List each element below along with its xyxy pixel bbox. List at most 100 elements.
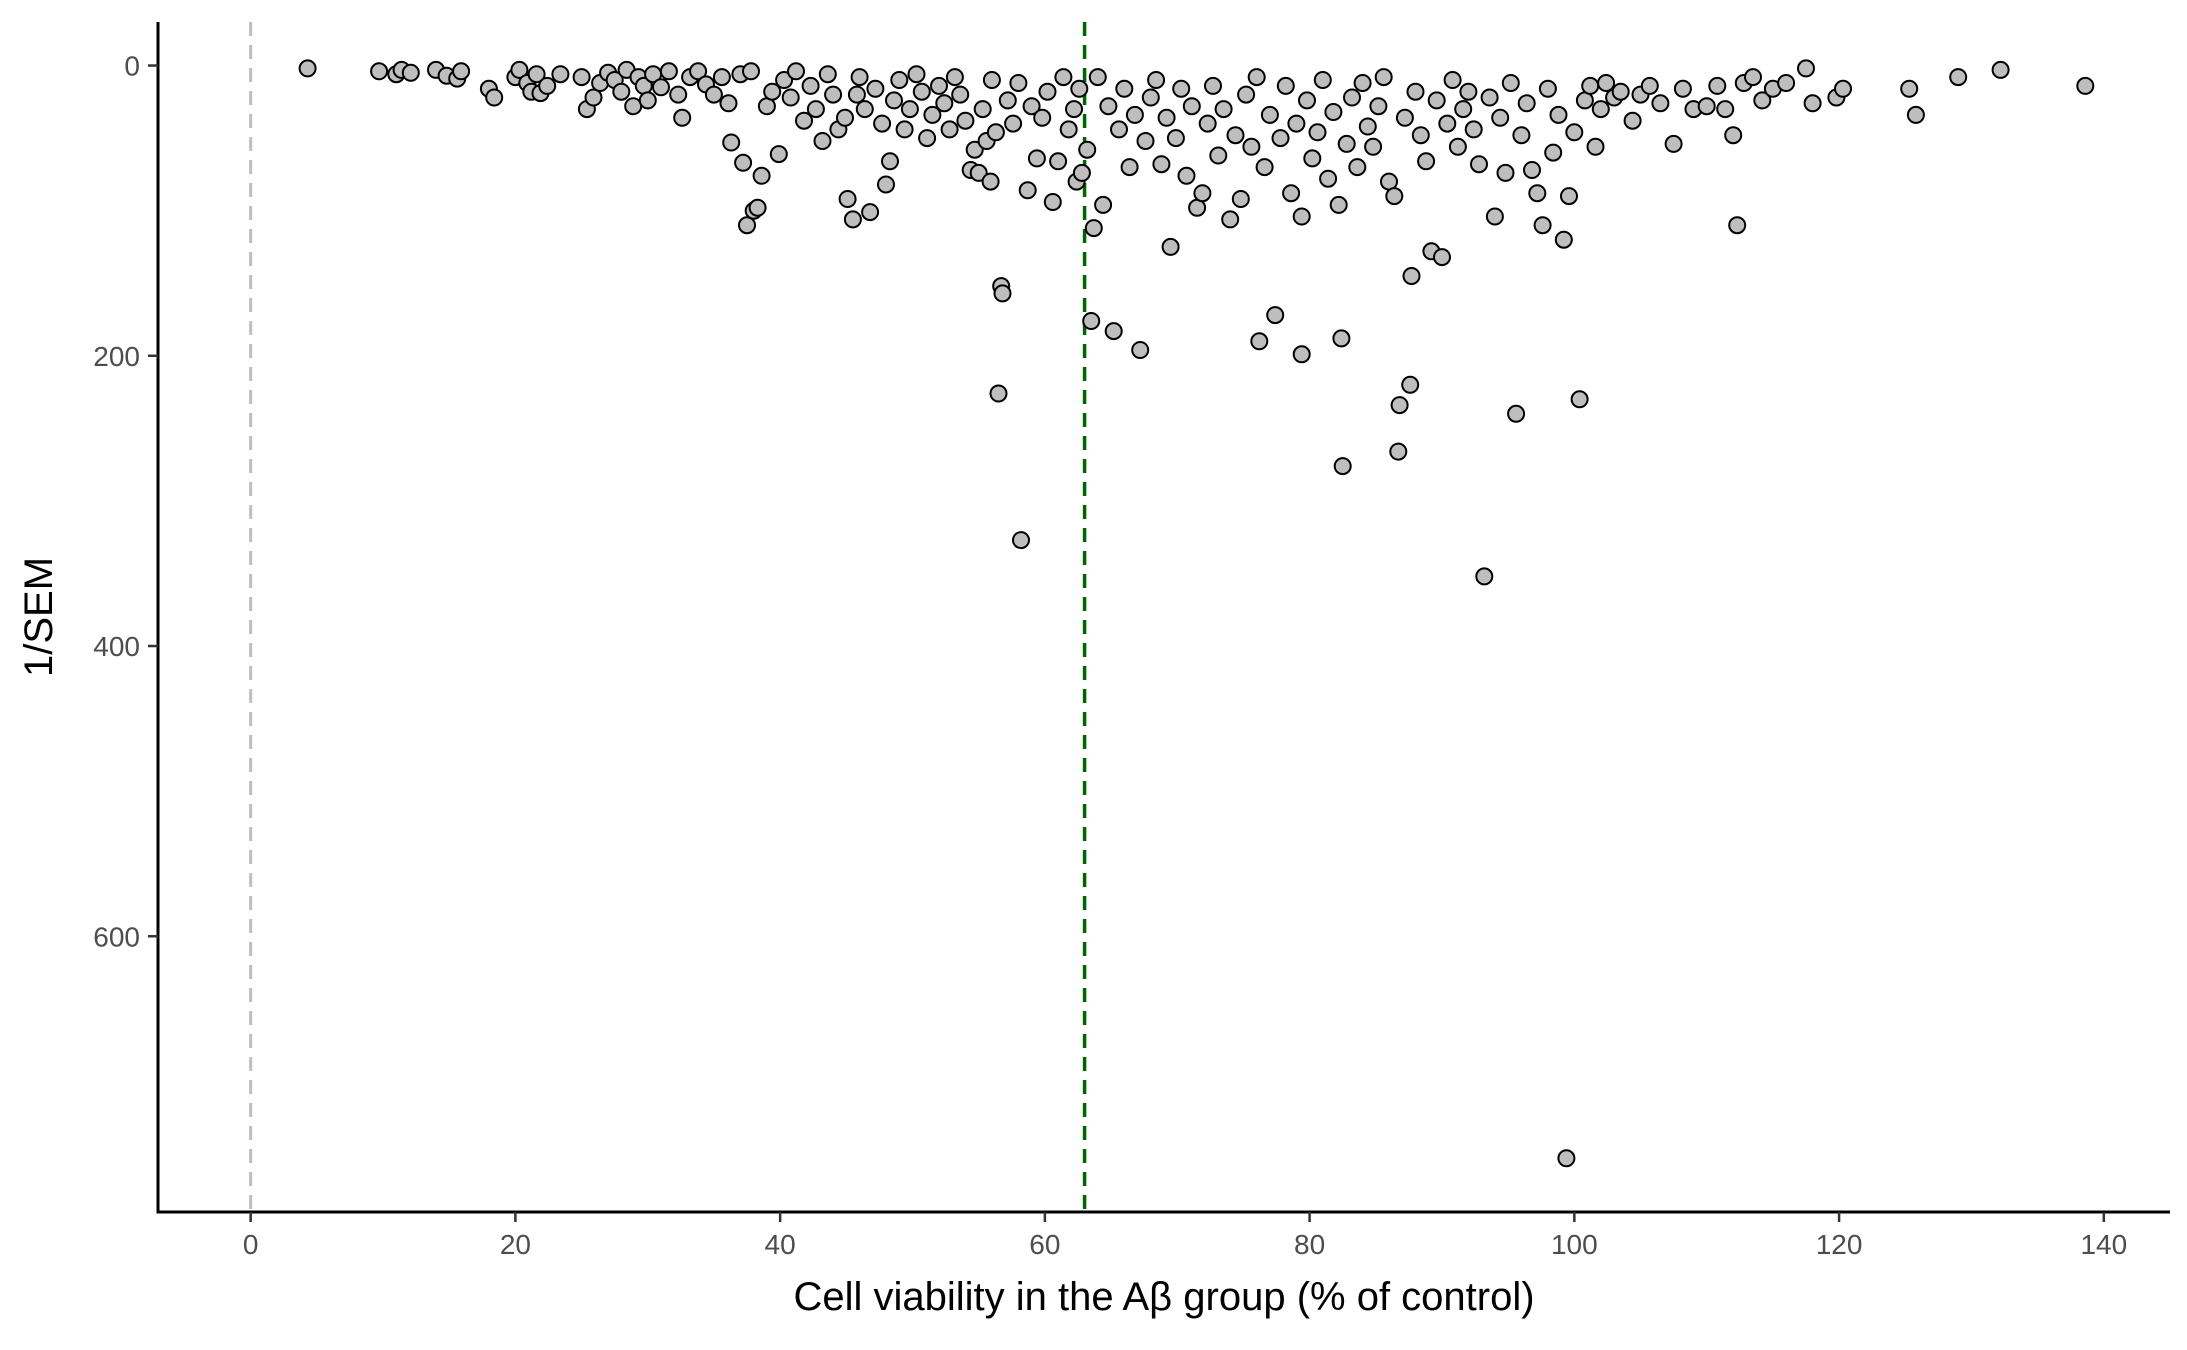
data-point <box>719 94 738 113</box>
data-point <box>1427 91 1446 110</box>
data-point <box>763 82 782 101</box>
data-point <box>907 65 926 84</box>
data-point <box>1523 161 1541 179</box>
x-tick-label: 20 <box>500 1229 531 1260</box>
data-point <box>969 163 988 182</box>
data-point <box>1125 105 1144 124</box>
data-point <box>1094 195 1113 214</box>
x-tick-label: 120 <box>1816 1229 1863 1260</box>
data-point <box>1292 207 1311 226</box>
data-point <box>836 108 854 127</box>
data-point <box>401 63 420 82</box>
data-point <box>1433 248 1451 267</box>
data-point <box>930 76 948 95</box>
data-point <box>866 79 885 98</box>
data-point <box>818 65 837 84</box>
data-point <box>885 91 903 110</box>
data-point <box>1744 68 1762 87</box>
data-point <box>1402 267 1421 285</box>
data-point <box>1369 97 1388 116</box>
data-point <box>1906 105 1925 124</box>
data-point <box>824 85 843 104</box>
data-point <box>1485 207 1504 226</box>
data-point <box>1900 79 1919 98</box>
data-point <box>1319 169 1338 188</box>
data-point <box>659 62 678 81</box>
data-point <box>781 88 800 107</box>
data-point <box>1266 306 1285 325</box>
reference-lines <box>249 22 1087 1212</box>
data-point <box>1724 126 1743 145</box>
data-point <box>1777 74 1796 92</box>
data-point <box>1065 100 1083 119</box>
data-point <box>1033 108 1052 127</box>
x-axis-ticks: 0 20 40 60 80 100 120 140 <box>243 1212 2127 1260</box>
data-point <box>1271 129 1290 148</box>
data-point <box>1390 396 1409 415</box>
y-axis-ticks: 0 200 400 600 <box>93 51 158 952</box>
data-point <box>900 100 919 119</box>
data-point <box>1242 137 1261 156</box>
data-point <box>1308 123 1327 142</box>
data-point <box>1204 76 1222 95</box>
data-point <box>1043 193 1062 211</box>
data-point <box>1324 103 1343 121</box>
data-point <box>1591 100 1610 119</box>
data-point <box>1198 114 1217 133</box>
data-point <box>510 60 529 79</box>
data-point <box>1640 76 1659 95</box>
data-point <box>1834 79 1852 98</box>
data-point <box>1082 312 1101 330</box>
data-point <box>1009 74 1028 92</box>
data-point <box>850 68 869 87</box>
x-tick-label: 60 <box>1029 1229 1060 1260</box>
data-point <box>1147 71 1166 89</box>
data-point <box>1099 97 1118 116</box>
data-point <box>1443 71 1462 89</box>
data-point <box>1193 184 1212 203</box>
data-point <box>1565 123 1584 142</box>
data-point <box>1012 531 1030 550</box>
data-point <box>1507 404 1526 423</box>
data-point <box>1374 68 1393 87</box>
data-point <box>912 82 931 101</box>
data-point <box>2076 76 2095 95</box>
data-point <box>1018 181 1037 200</box>
data-point <box>918 129 937 148</box>
data-point <box>775 71 794 89</box>
data-point <box>1560 187 1578 206</box>
x-tick-label: 0 <box>243 1229 259 1260</box>
data-point <box>1385 187 1404 206</box>
data-point <box>1104 322 1123 341</box>
data-point <box>1059 120 1078 139</box>
data-point <box>1586 137 1605 156</box>
data-point <box>1209 146 1228 165</box>
data-point <box>1459 82 1478 101</box>
data-point <box>881 152 899 171</box>
data-point <box>1276 76 1295 95</box>
data-point <box>1226 126 1245 145</box>
data-point <box>1406 82 1425 101</box>
x-tick-label: 80 <box>1294 1229 1325 1260</box>
data-point <box>940 120 959 139</box>
data-point <box>981 172 1000 191</box>
data-point <box>370 62 389 81</box>
data-point <box>890 71 909 89</box>
data-point <box>1728 216 1747 235</box>
data-point <box>923 105 942 124</box>
data-point <box>1651 94 1670 113</box>
data-point <box>1049 152 1068 171</box>
data-point <box>1237 85 1256 104</box>
data-point <box>945 68 964 87</box>
data-point <box>769 145 788 164</box>
data-point <box>738 216 756 235</box>
data-point <box>1177 166 1196 185</box>
data-point <box>748 198 767 217</box>
data-point <box>1078 140 1097 159</box>
x-tick-label: 40 <box>765 1229 796 1260</box>
data-point <box>998 91 1017 110</box>
data-point <box>1214 100 1233 119</box>
y-tick-label: 0 <box>124 51 140 82</box>
data-point <box>1337 134 1356 153</box>
data-point <box>1027 149 1046 168</box>
